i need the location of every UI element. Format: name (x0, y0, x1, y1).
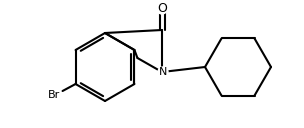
Circle shape (158, 67, 168, 77)
Circle shape (157, 4, 167, 14)
Circle shape (47, 88, 60, 102)
Text: N: N (159, 67, 167, 77)
Text: Br: Br (47, 90, 60, 100)
Text: O: O (157, 3, 167, 15)
